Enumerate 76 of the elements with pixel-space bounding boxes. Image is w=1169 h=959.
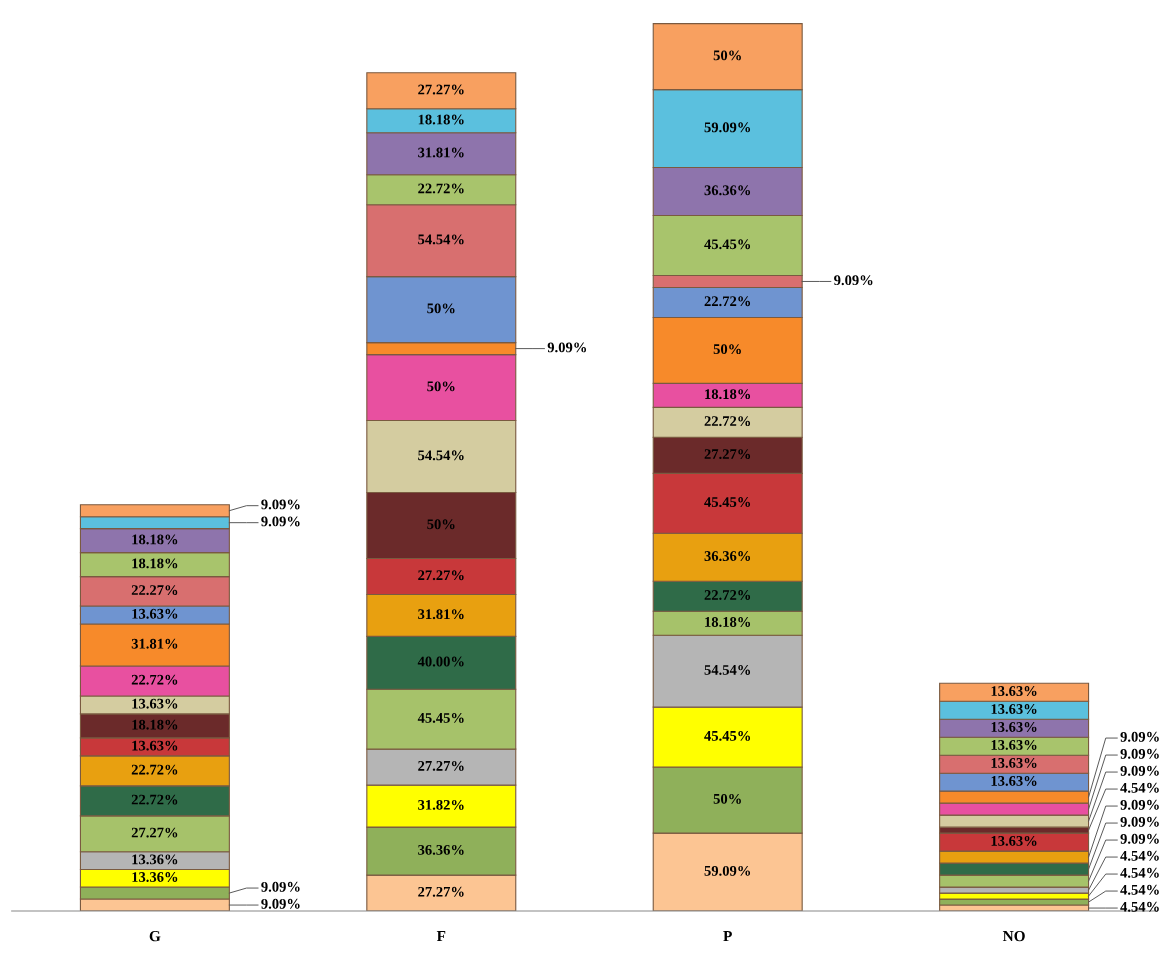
data-label: 18.18% bbox=[132, 719, 178, 730]
data-label: 54.54% bbox=[418, 234, 464, 245]
data-label: 18.18% bbox=[705, 617, 751, 627]
data-label: 22.72% bbox=[131, 674, 178, 685]
data-label: 18.18% bbox=[132, 558, 178, 569]
data-label: 18.18% bbox=[132, 534, 178, 545]
data-label: 4.54% bbox=[1120, 884, 1159, 895]
data-label: 50% bbox=[427, 519, 455, 530]
data-label: 36.36% bbox=[418, 844, 464, 855]
data-label: 4.54% bbox=[1120, 850, 1159, 861]
data-label: 27.27% bbox=[704, 449, 751, 460]
data-label: 13.63% bbox=[991, 740, 1037, 750]
data-label: 22.27% bbox=[131, 585, 178, 596]
data-label: 50% bbox=[427, 381, 455, 392]
data-label: 9.09% bbox=[1120, 799, 1159, 810]
data-label: 54.54% bbox=[704, 665, 751, 675]
data-label: 45.45% bbox=[704, 730, 751, 741]
data-label: 36.36% bbox=[704, 185, 751, 196]
data-label: 27.27% bbox=[418, 84, 464, 95]
data-label: 13.63% bbox=[991, 758, 1037, 768]
data-label: 54.54% bbox=[418, 450, 464, 461]
data-label: 13.63% bbox=[132, 740, 178, 751]
data-label: 31.82% bbox=[418, 799, 464, 810]
data-label: 50% bbox=[427, 303, 455, 314]
data-label: 13.63% bbox=[132, 608, 178, 619]
data-label: 50% bbox=[713, 344, 741, 355]
data-label: 9.09% bbox=[261, 881, 300, 892]
data-label: 36.36% bbox=[704, 551, 751, 561]
data-label: 22.72% bbox=[131, 794, 178, 805]
data-label: 9.09% bbox=[1120, 748, 1159, 759]
x-tick-label: G bbox=[149, 930, 161, 942]
data-label: 22.72% bbox=[131, 764, 178, 775]
data-label: 9.09% bbox=[834, 275, 873, 286]
data-label: 13.63% bbox=[132, 698, 178, 709]
x-tick-label: F bbox=[436, 931, 446, 942]
data-label: 31.81% bbox=[418, 147, 464, 158]
x-tick-label: P bbox=[723, 931, 732, 942]
data-label: 13.63% bbox=[991, 835, 1037, 846]
data-label: 22.72% bbox=[704, 416, 751, 427]
data-label: 27.27% bbox=[418, 760, 464, 771]
data-label: 18.18% bbox=[705, 389, 751, 400]
data-label: 50% bbox=[713, 50, 741, 61]
data-label: 59.09% bbox=[704, 122, 751, 133]
data-label: 45.45% bbox=[417, 712, 464, 723]
data-label: 9.09% bbox=[1120, 765, 1159, 776]
data-label: 9.09% bbox=[547, 342, 586, 353]
data-label: 9.09% bbox=[1120, 731, 1159, 742]
data-label: 22.72% bbox=[418, 183, 464, 194]
data-label: 9.09% bbox=[261, 516, 300, 527]
data-label: 27.27% bbox=[131, 827, 178, 838]
data-label: 13.63% bbox=[991, 704, 1037, 714]
data-label: 40.00% bbox=[417, 656, 464, 667]
data-label: 31.81% bbox=[131, 638, 178, 649]
data-label: 13.63% bbox=[991, 686, 1037, 696]
data-label: 9.09% bbox=[261, 898, 300, 909]
data-label: 27.27% bbox=[418, 886, 464, 897]
data-label: 50% bbox=[713, 793, 741, 804]
data-label: 9.09% bbox=[261, 499, 300, 510]
data-label: 31.81% bbox=[418, 609, 464, 620]
data-label: 9.09% bbox=[1120, 816, 1159, 827]
data-label: 45.45% bbox=[704, 239, 751, 250]
data-label: 9.09% bbox=[1120, 833, 1159, 844]
data-label: 18.18% bbox=[418, 114, 464, 125]
data-label: 4.54% bbox=[1120, 867, 1159, 878]
data-label: 27.27% bbox=[418, 570, 464, 581]
data-label: 45.45% bbox=[704, 497, 751, 508]
data-label: 4.54% bbox=[1120, 901, 1159, 912]
data-label: 4.54% bbox=[1120, 782, 1159, 793]
data-label: 22.72% bbox=[704, 296, 751, 307]
data-label: 13.63% bbox=[991, 775, 1037, 786]
data-label: 13.63% bbox=[991, 722, 1037, 732]
data-label: 22.72% bbox=[704, 590, 751, 600]
data-label: 59.09% bbox=[704, 865, 751, 876]
x-tick-label: NO bbox=[1002, 930, 1025, 942]
data-label: 13.36% bbox=[132, 872, 178, 882]
data-label: 13.36% bbox=[132, 854, 178, 865]
